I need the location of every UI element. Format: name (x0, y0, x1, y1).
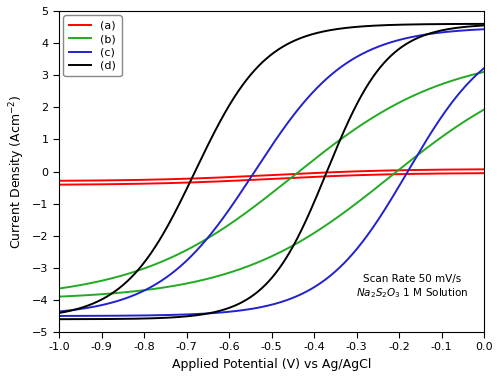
(c) (252, 169, 258, 174)
X-axis label: Applied Potential (V) vs Ag/AgCl: Applied Potential (V) vs Ag/AgCl (172, 358, 372, 371)
(c) (469, 28, 475, 32)
(c) (481, 27, 487, 31)
(d) (481, 22, 487, 26)
(c) (468, 28, 474, 32)
(a) (263, 173, 269, 178)
(d) (468, 22, 474, 26)
(c) (56, 309, 62, 314)
(d) (252, 68, 258, 73)
Line: (c): (c) (59, 29, 484, 311)
(b) (252, 204, 258, 209)
(a) (56, 178, 62, 183)
(b) (391, 103, 397, 108)
Text: Scan Rate 50 mV/s
$Na_2S_2O_3$ 1 M Solution: Scan Rate 50 mV/s $Na_2S_2O_3$ 1 M Solut… (356, 274, 468, 300)
(c) (391, 39, 397, 44)
Legend: (a), (b), (c), (d): (a), (b), (c), (d) (64, 15, 122, 76)
(d) (469, 22, 475, 26)
Line: (d): (d) (59, 24, 484, 313)
(d) (263, 57, 269, 62)
(a) (469, 167, 475, 172)
(d) (56, 311, 62, 315)
(c) (78, 307, 84, 311)
(a) (468, 167, 474, 172)
(a) (252, 174, 258, 178)
Line: (a): (a) (59, 169, 484, 181)
(d) (391, 23, 397, 27)
(b) (78, 283, 84, 287)
(a) (391, 168, 397, 173)
(b) (469, 73, 475, 77)
(b) (468, 73, 474, 77)
(b) (481, 70, 487, 74)
(a) (481, 167, 487, 172)
(d) (78, 306, 84, 310)
(b) (263, 195, 269, 200)
(b) (56, 286, 62, 291)
Y-axis label: Current Density (Acm$^{-2}$): Current Density (Acm$^{-2}$) (7, 94, 26, 249)
(a) (78, 178, 84, 183)
(c) (263, 152, 269, 157)
Line: (b): (b) (59, 72, 484, 288)
